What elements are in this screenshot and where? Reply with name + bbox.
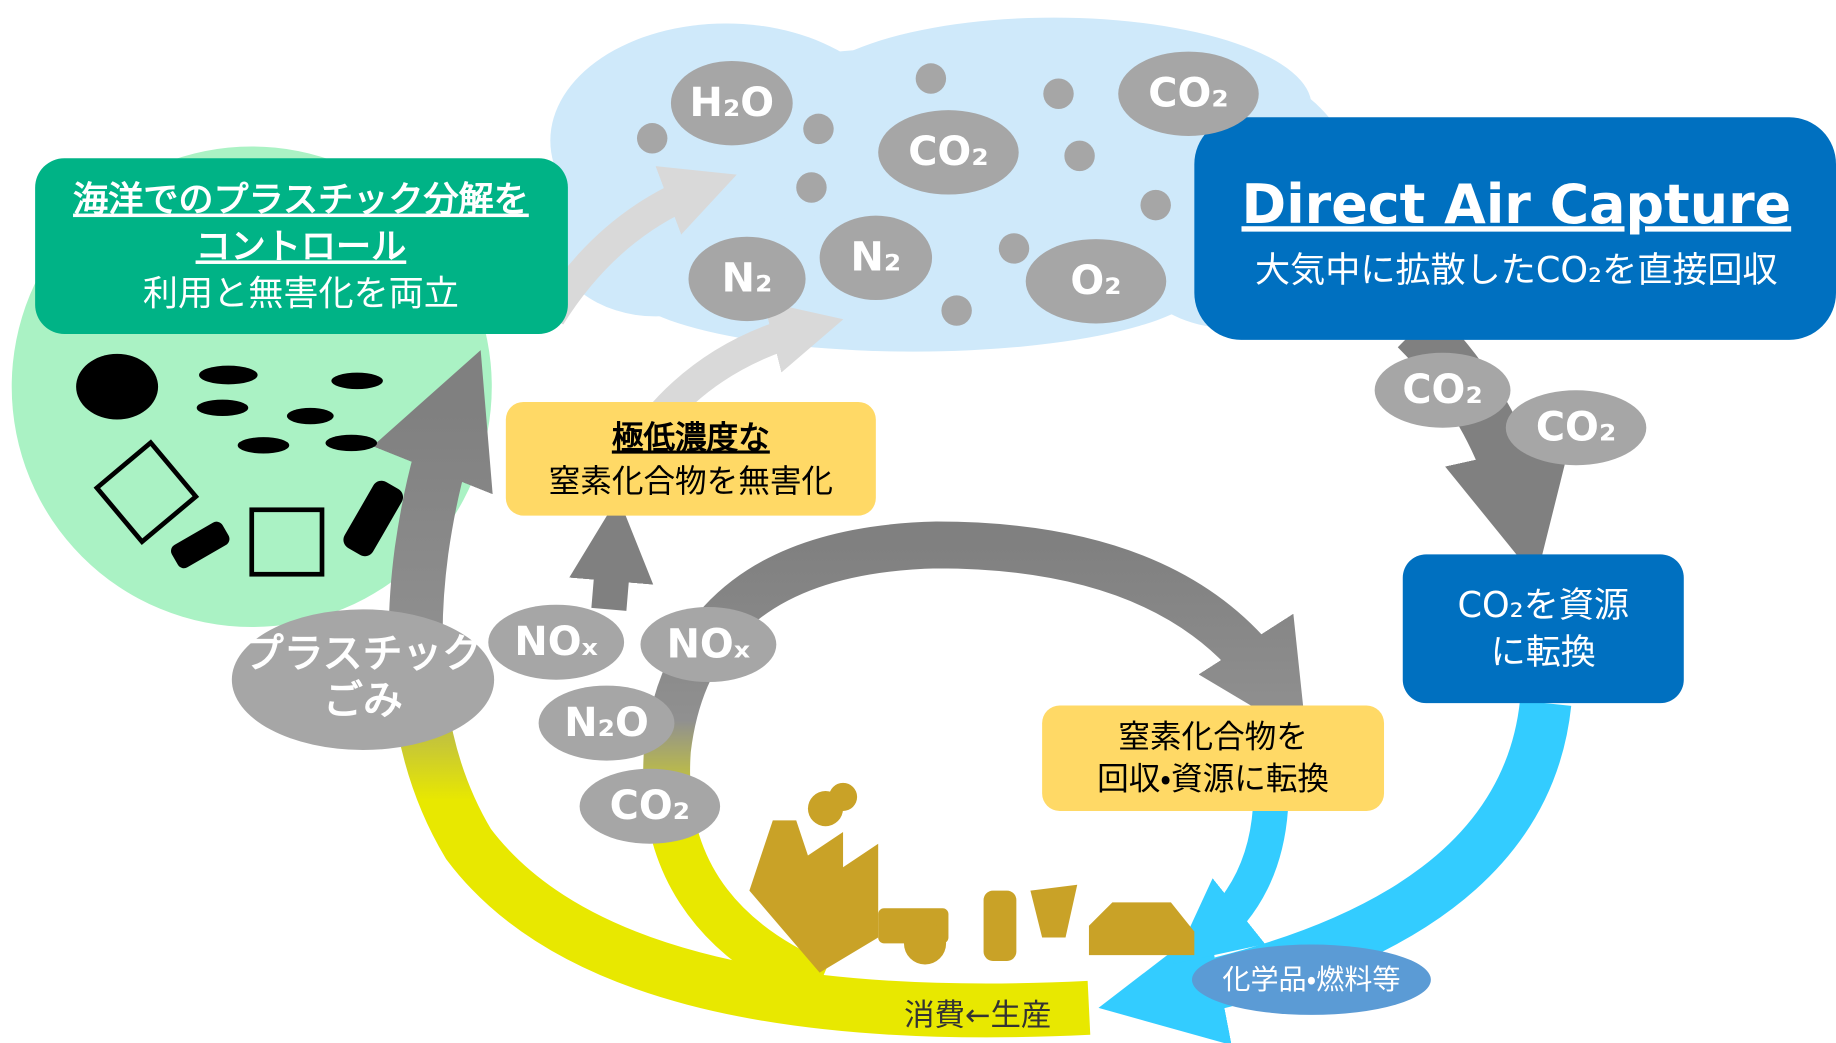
molecule-label: CO₂ <box>1402 367 1482 413</box>
molecule-label: N₂ <box>850 235 901 281</box>
molecule-label: H₂O <box>690 80 775 126</box>
molecule-label: CO₂ <box>908 129 988 175</box>
resource-text: に転換 <box>1491 632 1596 673</box>
molecule-label: N₂O <box>564 700 649 746</box>
plastic-label: ごみ <box>323 678 403 724</box>
molecule-label: CO₂ <box>1148 71 1228 117</box>
dac-title: Direct Air Capture <box>1242 173 1792 236</box>
ocean-subtitle: 利用と無害化を両立 <box>143 273 459 314</box>
cycle-label: 消費←生産 <box>904 999 1051 1034</box>
ocean-title: コントロール <box>196 226 407 267</box>
arrow <box>609 539 615 609</box>
industry-icons <box>749 783 1194 973</box>
molecule-label: CO₂ <box>610 783 690 829</box>
molecule-label: O₂ <box>1070 258 1121 304</box>
nox-title: 極低濃度な <box>612 420 770 456</box>
recover-text: 窒素化合物を <box>1118 719 1308 755</box>
molecule-label: NOₓ <box>514 619 598 665</box>
ocean-title: 海洋でのプラスチック分解を <box>73 180 529 221</box>
plastic-label: プラスチック <box>244 631 482 677</box>
products-label: 化学品・燃料等 <box>1222 963 1400 996</box>
resource-text: CO₂を資源 <box>1457 585 1629 626</box>
molecule-label: NOₓ <box>667 621 751 667</box>
recover-text: 回収・資源に転換 <box>1097 761 1329 797</box>
molecule-label: N₂ <box>722 256 773 302</box>
resource-box <box>1403 554 1684 703</box>
dac-subtitle: 大気中に拡散したCO₂を直接回収 <box>1255 250 1778 291</box>
diagram: 海洋でのプラスチック分解を コントロール 利用と無害化を両立 Direct Ai… <box>0 0 1836 1043</box>
arrow <box>1206 809 1270 938</box>
nox-subtitle: 窒素化合物を無害化 <box>549 464 833 500</box>
molecule-label: CO₂ <box>1536 405 1616 451</box>
